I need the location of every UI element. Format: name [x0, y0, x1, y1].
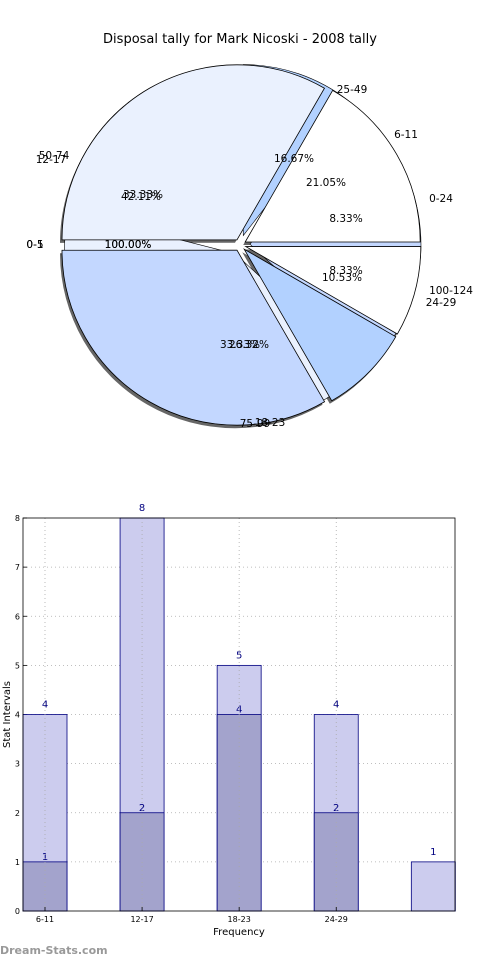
pie-category-label: 24-29 — [426, 297, 457, 309]
bar-part — [119, 812, 165, 912]
pie-percent-label: 8.33% — [329, 213, 362, 225]
bar-total-label: 5 — [236, 650, 242, 661]
pie-category-label: 100-124 — [429, 285, 473, 297]
x-tick-label: 12-17 — [130, 915, 153, 924]
y-tick-label: 1 — [15, 858, 20, 867]
bar-total-label: 4 — [42, 700, 48, 711]
pie-category-label: 18-23 — [255, 417, 286, 429]
pie-percent-label: 42.11% — [121, 191, 161, 203]
pie-percent-label: 33.33% — [123, 189, 163, 201]
y-axis-title: Stat Intervals — [2, 681, 13, 748]
pie-percent-label: 100.00% — [105, 239, 152, 251]
pie-category-label: 50-74 — [39, 150, 70, 162]
pie-chart: 25-49 16.67% 50-74 33.33% 75-99 33.33% 100-124… — [26, 64, 473, 430]
pie-title: Disposal tally for Mark Nicoski - 2008 t… — [103, 32, 377, 47]
pie-percent-label: 16.67% — [274, 153, 314, 165]
pie-percent-label: 26.32% — [229, 339, 269, 351]
bar-part-label: 2 — [333, 803, 339, 814]
pie-category-label: 75-99 — [240, 418, 271, 430]
pie-slice-75-99 — [61, 249, 326, 426]
bar-total — [410, 861, 456, 912]
pie-percent-label: 100.00% — [105, 239, 152, 251]
pie-category-label: 12-17 — [36, 154, 67, 166]
y-tick-label: 8 — [15, 514, 20, 523]
x-tick-label: 24-29 — [325, 915, 348, 924]
pie-category-label: 0-5 — [26, 239, 43, 251]
y-tick-label: 6 — [15, 612, 20, 621]
pie-percent-label: 8.33% — [329, 265, 362, 277]
pie-category-label: 25-49 — [337, 84, 368, 96]
bar-part-label: 1 — [42, 852, 48, 863]
y-tick-label: 4 — [15, 711, 20, 720]
bar-total-label: 1 — [430, 847, 436, 858]
y-tick-label: 5 — [15, 661, 20, 670]
bar-total-label: 4 — [333, 700, 339, 711]
pie-slice-100-124 — [243, 248, 397, 402]
bar-part — [313, 812, 359, 912]
pie-slice-50-74 — [61, 64, 325, 241]
y-tick-label: 2 — [15, 809, 20, 818]
x-tick-label: 6-11 — [36, 915, 54, 924]
pie-slice-0-24 — [244, 246, 422, 335]
pie-percent-label: 33.33% — [220, 339, 260, 351]
bar-total-label: 8 — [139, 503, 145, 514]
y-tick-label: 0 — [15, 907, 20, 916]
pie-category-label: 0-1 — [26, 239, 43, 251]
bar-part — [216, 714, 262, 912]
bar-chart: 012345678416-118212-175418-234224-291Fre… — [2, 503, 456, 938]
y-tick-label: 3 — [15, 760, 20, 769]
bar-part-label: 2 — [139, 803, 145, 814]
pie-category-label: 0-24 — [429, 193, 453, 205]
pie-percent-label: 10.53% — [322, 272, 362, 284]
plot-frame — [22, 517, 456, 912]
watermark: Dream-Stats.com — [0, 944, 108, 957]
x-axis-title: Frequency — [213, 927, 265, 938]
pie-category-label: 6-11 — [394, 129, 418, 141]
y-tick-label: 7 — [15, 563, 20, 572]
pie-percent-label: 21.05% — [306, 177, 346, 189]
x-tick-label: 18-23 — [228, 915, 251, 924]
pie-slice-25-49 — [244, 89, 421, 243]
